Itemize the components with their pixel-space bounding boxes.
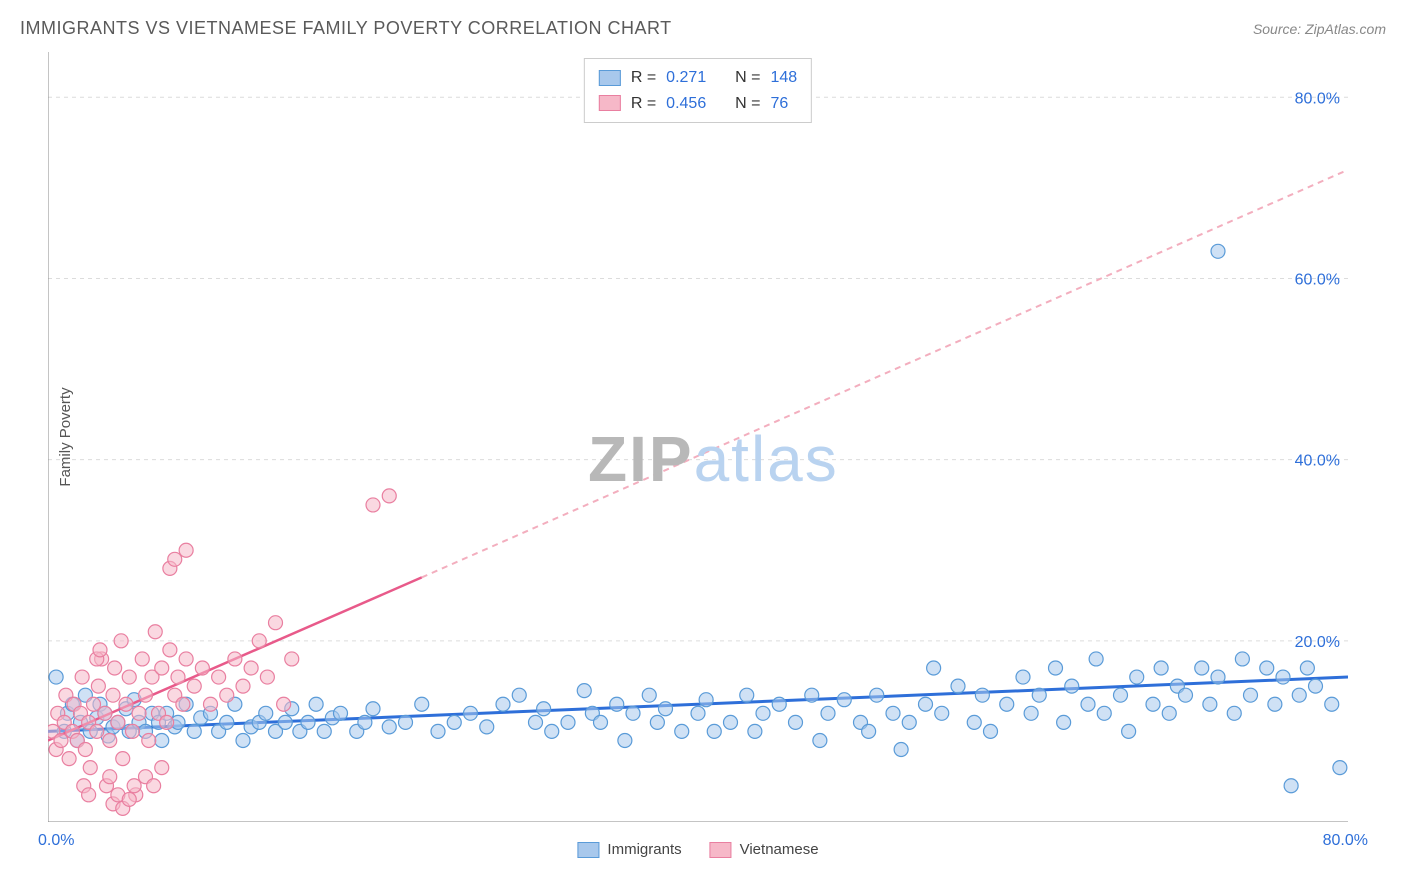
chart-area: Family Poverty 20.0%40.0%60.0%80.0% ZIPa… xyxy=(48,52,1348,822)
correlation-legend: R = 0.271 N = 148 R = 0.456 N = 76 xyxy=(584,58,812,123)
chart-source: Source: ZipAtlas.com xyxy=(1253,21,1386,37)
legend-row: R = 0.456 N = 76 xyxy=(599,91,797,117)
x-axis-min-label: 0.0% xyxy=(38,832,74,850)
series-legend-item: Vietnamese xyxy=(710,841,819,858)
legend-swatch xyxy=(599,95,621,111)
legend-swatch xyxy=(599,70,621,86)
scatter-plot: 20.0% 40.0% 60.0% 80.0% xyxy=(48,52,1348,822)
svg-text:20.0%: 20.0% xyxy=(1295,634,1340,651)
svg-text:40.0%: 40.0% xyxy=(1295,453,1340,470)
svg-text:80.0%: 80.0% xyxy=(1295,90,1340,107)
series-legend-item: Immigrants xyxy=(577,841,681,858)
series-legend: Immigrants Vietnamese xyxy=(577,841,818,858)
legend-swatch xyxy=(577,842,599,858)
chart-title: IMMIGRANTS VS VIETNAMESE FAMILY POVERTY … xyxy=(20,18,672,39)
legend-swatch xyxy=(710,842,732,858)
chart-header: IMMIGRANTS VS VIETNAMESE FAMILY POVERTY … xyxy=(20,18,1386,39)
svg-text:60.0%: 60.0% xyxy=(1295,271,1340,288)
x-axis-max-label: 80.0% xyxy=(1323,832,1368,850)
legend-row: R = 0.271 N = 148 xyxy=(599,65,797,91)
